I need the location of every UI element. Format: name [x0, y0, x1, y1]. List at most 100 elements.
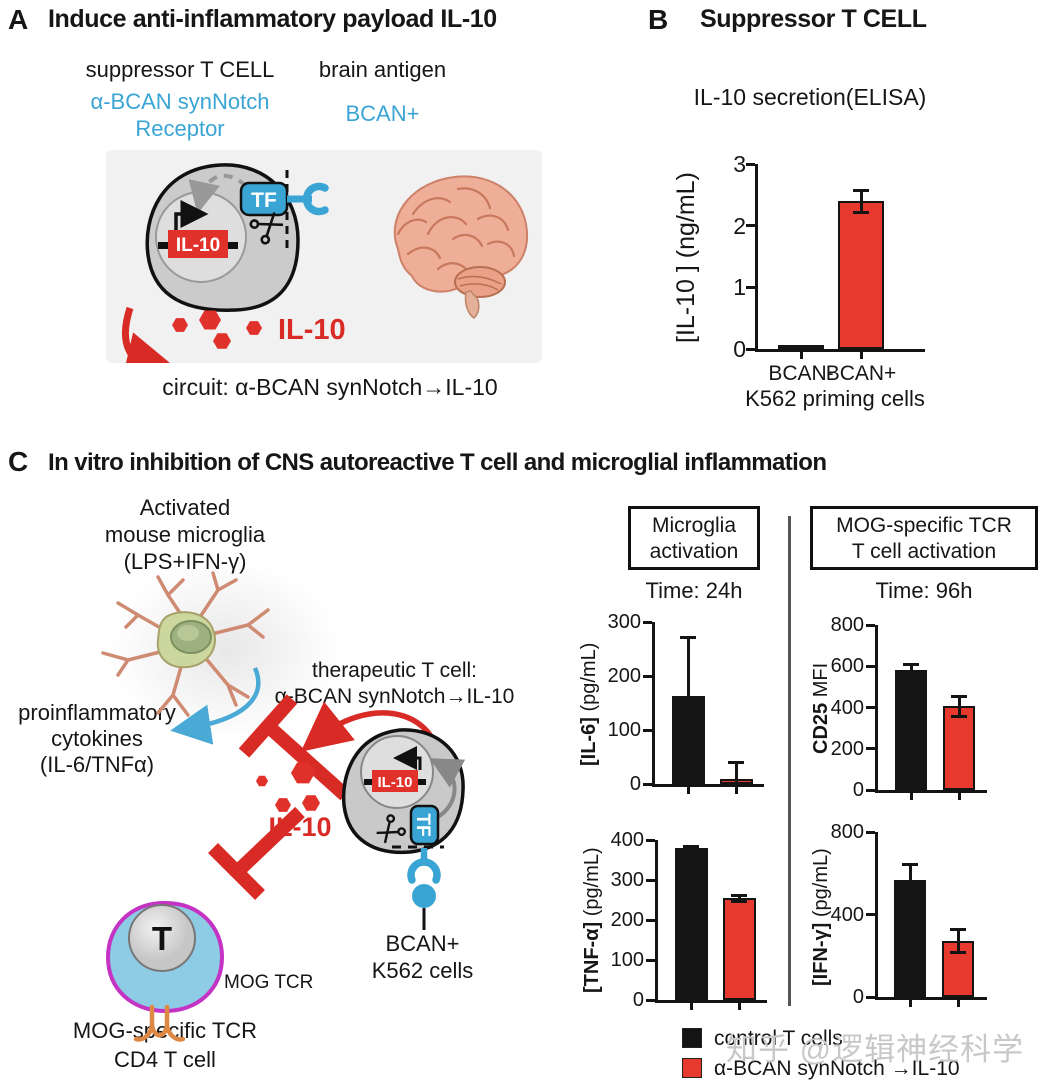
ifng-ylabel-bold: [IFN-γ] — [810, 922, 832, 986]
bcan-k562-label: BCAN+ K562 cells — [355, 930, 490, 984]
y-tick — [866, 664, 875, 668]
inhibition-tbar-tcell — [208, 806, 305, 900]
y-tick — [643, 620, 652, 624]
cytokines-label-line3: (IL-6/TNFα) — [39, 752, 155, 777]
error-cap-bottom — [951, 714, 967, 718]
bcan-plus-label: BCAN+ — [345, 101, 420, 126]
elisa-x-axis-label: K562 priming cells — [745, 386, 925, 411]
panel-a-title: Induce anti-inflammatory payload IL-10 — [48, 5, 497, 33]
y-tick-label: 0 — [629, 773, 641, 795]
y-tick — [746, 224, 755, 228]
promoter-arrow — [174, 200, 209, 230]
cytokines-label-line2: cytokines — [51, 726, 143, 751]
box1-line2: activation — [649, 540, 739, 563]
therapeutic-label-line1: therapeutic T cell: — [312, 659, 477, 682]
x-tick — [737, 1003, 741, 1010]
brain-illustration — [393, 175, 529, 319]
error-bar — [686, 636, 690, 756]
y-tick-label: 200 — [610, 909, 644, 931]
y-tick — [746, 347, 755, 351]
time-24h-label: Time: 24h — [645, 578, 743, 603]
tnfa-ylabel-unit: (pg/mL) — [581, 847, 603, 922]
chart-tnfa: 0 100 200 300 400 — [611, 829, 767, 1011]
y-tick-label: 800 — [830, 821, 864, 843]
error-cap-top — [950, 928, 966, 932]
y-tick — [866, 830, 875, 834]
y-tick-label: 600 — [830, 655, 864, 678]
panel-c-label: C — [8, 446, 29, 477]
x-category-label: BCAN+ — [825, 362, 897, 385]
error-bar — [909, 663, 913, 678]
bar-cd25-0 — [895, 670, 927, 790]
tcell-nucleus-label: T — [152, 920, 172, 957]
receptor-claw-c — [407, 858, 441, 884]
y-tick-label: 300 — [607, 611, 641, 633]
box2-line2: T cell activation — [851, 540, 997, 563]
legend-swatch-control — [682, 1028, 702, 1048]
y-tick — [643, 674, 652, 678]
y-tick-label: 100 — [610, 949, 644, 971]
error-cap-top — [951, 694, 967, 698]
error-cap-top — [902, 862, 918, 866]
mog-tcell-illustration: T — [105, 900, 225, 1042]
il10-gene-label-c: IL-10 — [377, 774, 412, 791]
gene-stub-left — [158, 242, 168, 249]
chart-cd25: 0 200 400 600 800 — [831, 614, 987, 801]
chart-il10-elisa: 0 1 2 3 BCAN- BCAN+ — [733, 151, 925, 385]
error-bar — [734, 762, 738, 784]
microglia-label-line1: Activated — [139, 495, 231, 520]
y-tick-label: 200 — [607, 665, 641, 687]
error-bar — [859, 189, 863, 213]
error-cap-bottom — [903, 675, 919, 679]
error-bar — [908, 863, 912, 897]
y-tick — [746, 162, 755, 166]
error-cap-top — [683, 845, 699, 849]
y-tick-label: 300 — [610, 869, 644, 891]
error-bar — [956, 929, 960, 953]
legend-label-control: control T cells — [714, 1027, 843, 1050]
il10-secreted-label: IL-10 — [278, 314, 346, 346]
receptor-claw — [302, 182, 329, 216]
tf-label: TF — [251, 189, 277, 212]
bar-il10-elisa-1 — [838, 201, 884, 349]
error-cap-bottom — [950, 950, 966, 954]
column-divider — [788, 516, 791, 1006]
microglia-activation-box: Microglia activation — [628, 506, 760, 570]
il6-ylabel-unit: (pg/mL) — [578, 642, 600, 717]
microglia-label-line3: (LPS+IFN-γ) — [123, 549, 247, 574]
microglia-label: Activated mouse microglia (LPS+IFN-γ) — [60, 494, 310, 575]
il10-gene-label: IL-10 — [176, 235, 220, 256]
inhibition-tbar-microglia — [238, 694, 350, 801]
y-tick — [643, 782, 652, 786]
bar-tnfa-0 — [674, 848, 708, 1000]
cytokine-arrow — [170, 667, 261, 745]
receptor-label-line2: Receptor — [135, 116, 225, 141]
il6-y-axis-label: [IL-6] (pg/mL) — [578, 618, 608, 790]
synnotch-cell-diagram: IL-10 TF — [118, 163, 529, 363]
x-tick — [734, 787, 738, 794]
y-tick — [866, 788, 875, 792]
error-cap-bottom — [902, 895, 918, 899]
error-cap-bottom — [680, 753, 696, 757]
bcan-k562-line2: K562 cells — [371, 958, 474, 983]
mog-tcr-structure — [133, 1004, 186, 1042]
microglia-label-line2: mouse microglia — [104, 522, 266, 547]
mog-tcr-label: MOG TCR — [224, 972, 314, 993]
watermark: 知乎 @逻辑神经科学 — [726, 1032, 1025, 1067]
receptor-label: α-BCAN synNotch Receptor — [50, 88, 310, 142]
bar-il10-elisa-0 — [778, 345, 824, 349]
y-tick-label: 0 — [733, 336, 746, 362]
error-cap-top — [680, 635, 696, 639]
il10-molecules — [172, 310, 262, 349]
elisa-chart-title: IL-10 secretion(ELISA) — [693, 84, 927, 110]
tnfa-ylabel-bold: [TNF-α] — [581, 921, 603, 993]
scissors-icon-c — [376, 814, 406, 844]
secretion-arrow — [118, 306, 188, 363]
suppressor-tcell-header: suppressor T CELL — [85, 57, 275, 82]
error-cap-top — [731, 893, 747, 897]
y-tick-label: 400 — [830, 903, 864, 926]
y-tick-label: 0 — [852, 986, 864, 1008]
box1-line1: Microglia — [651, 514, 737, 537]
y-tick — [646, 878, 655, 882]
x-category-label: BCAN- — [768, 362, 834, 385]
